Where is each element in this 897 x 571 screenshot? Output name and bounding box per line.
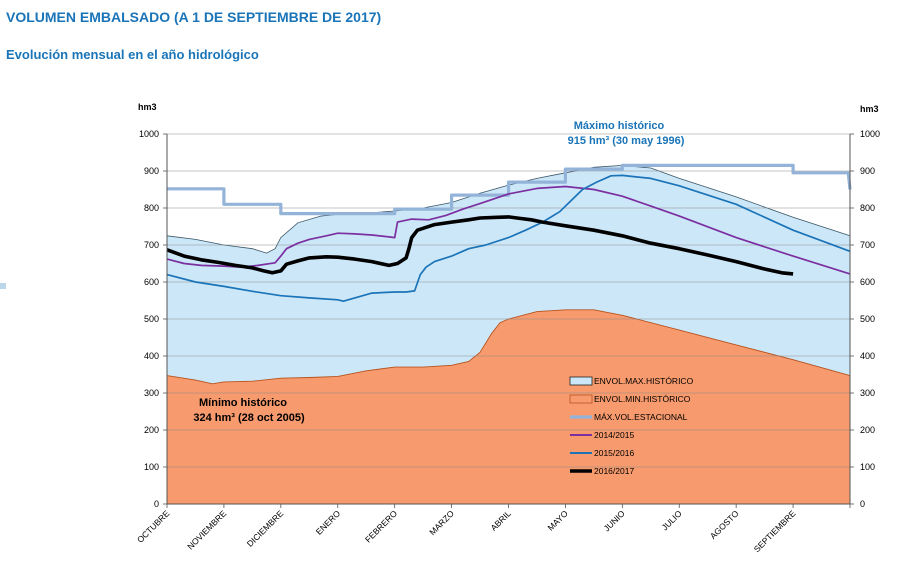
- y-tick-label-left-1000: 1000: [139, 129, 159, 139]
- legend: ENVOL.MAX.HISTÓRICO ENVOL.MIN.HISTÓRICO MÁ…: [569, 376, 694, 476]
- y-tick-label-right-800: 800: [860, 203, 875, 213]
- y-tick-label-left-600: 600: [144, 277, 159, 287]
- x-tick-label-julio: JULIO: [660, 508, 684, 532]
- y-tick-label-left-800: 800: [144, 203, 159, 213]
- area-envol-min-edge: [166, 309, 851, 385]
- x-tick-label-diciembre: DICIEMBRE: [245, 508, 286, 549]
- x-tick-label-septiembre: SEPTIEMBRE: [752, 508, 798, 554]
- x-tick-label-junio: JUNIO: [602, 508, 627, 533]
- page-edge-marker: [0, 283, 6, 289]
- y-tick-label-left-700: 700: [144, 240, 159, 250]
- page-subtitle: Evolución mensual en el año hidrológico: [6, 47, 259, 62]
- max-annotation-title: Máximo histórico: [574, 120, 665, 132]
- x-tick-label-febrero: FEBRERO: [363, 508, 399, 544]
- y-tick-label-right-600: 600: [860, 277, 875, 287]
- x-tick-label-marzo: MARZO: [427, 508, 456, 537]
- series-line-max_estacional: [167, 163, 852, 216]
- y-axis-label-right: hm3: [860, 104, 879, 114]
- legend-label-s2015: 2015/2016: [594, 448, 634, 458]
- y-tick-label-left-400: 400: [144, 351, 159, 361]
- grid-layer: [167, 133, 850, 468]
- series-line-s2015: [166, 174, 851, 303]
- y-tick-label-right-200: 200: [860, 425, 875, 435]
- legend-label-max_estacional: MÁX.VOL.ESTACIONAL: [594, 412, 688, 422]
- y-tick-label-right-700: 700: [860, 240, 875, 250]
- series-line-s2014: [166, 185, 851, 275]
- y-tick-label-left-900: 900: [144, 166, 159, 176]
- y-tick-label-right-400: 400: [860, 351, 875, 361]
- x-tick-label-enero: ENERO: [314, 508, 343, 537]
- x-tick-label-mayo: MAYO: [546, 508, 571, 533]
- y-tick-label-left-100: 100: [144, 462, 159, 472]
- y-axis-label-left: hm3: [138, 102, 157, 112]
- y-tick-label-left-200: 200: [144, 425, 159, 435]
- y-tick-label-right-1000: 1000: [860, 129, 880, 139]
- legend-swatch-env_max: [569, 376, 593, 386]
- x-tick-label-abril: ABRIL: [488, 508, 513, 533]
- min-annotation-title: Mínimo histórico: [199, 397, 287, 409]
- y-tick-label-left-300: 300: [144, 388, 159, 398]
- legend-label-s2016: 2016/2017: [594, 466, 634, 476]
- x-tick-label-octubre: OCTUBRE: [135, 508, 172, 545]
- y-tick-label-right-100: 100: [860, 462, 875, 472]
- area-envol-min: [167, 309, 850, 504]
- x-tick-label-noviembre: NOVIEMBRE: [185, 508, 228, 551]
- y-tick-label-right-900: 900: [860, 166, 875, 176]
- x-tick-label-agosto: AGOSTO: [708, 508, 741, 541]
- legend-label-env_max: ENVOL.MAX.HISTÓRICO: [594, 376, 694, 386]
- legend-label-env_min: ENVOL.MIN.HISTÓRICO: [594, 394, 691, 404]
- y-tick-label-right-300: 300: [860, 388, 875, 398]
- legend-label-s2014: 2014/2015: [594, 430, 634, 440]
- series-layer: [166, 163, 852, 303]
- max-annotation-value: 915 hm³ (30 may 1996): [568, 135, 685, 147]
- page-title: VOLUMEN EMBALSADO (A 1 DE SEPTIEMBRE DE …: [6, 9, 382, 25]
- y-tick-label-right-500: 500: [860, 314, 875, 324]
- series-line-s2016: [166, 215, 794, 276]
- legend-swatch-env_min: [569, 394, 593, 404]
- y-tick-label-left-0: 0: [154, 499, 159, 509]
- min-annotation-value: 324 hm³ (28 oct 2005): [193, 412, 305, 424]
- y-tick-label-left-500: 500: [144, 314, 159, 324]
- y-tick-label-right-0: 0: [860, 499, 865, 509]
